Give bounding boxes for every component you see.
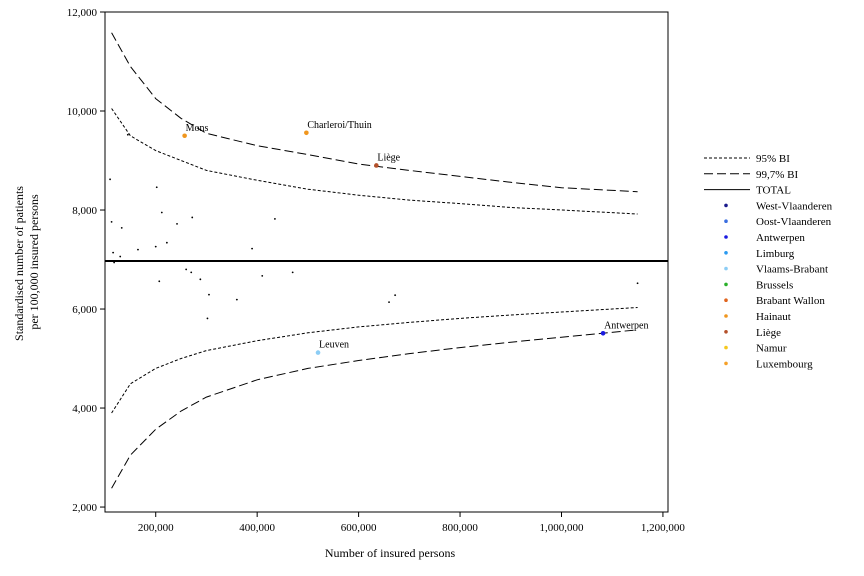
x-axis-title: Number of insured persons — [325, 546, 456, 560]
point-label: Antwerpen — [604, 320, 648, 331]
legend: 95% BI 99,7% BI TOTAL West-Vlaanderen Oost-V… — [704, 153, 833, 370]
y-axis-title: Standardised number of patients per 100,… — [12, 183, 41, 341]
legend-label: Vlaams-Brabant — [756, 264, 828, 276]
data-point — [191, 216, 194, 219]
legend-marker — [724, 282, 728, 287]
data-point — [291, 271, 294, 274]
data-point — [119, 255, 122, 258]
legend-label: Luxembourg — [756, 358, 813, 370]
limit-curve-lower — [111, 307, 638, 414]
data-point — [120, 226, 123, 229]
y-axis-title-line-1: Standardised number of patients — [12, 186, 26, 341]
x-tick-label: 1,000,000 — [539, 522, 584, 534]
data-point — [190, 271, 193, 274]
highlight-point — [182, 133, 187, 139]
legend-label: Oost-Vlaanderen — [756, 216, 832, 228]
data-point — [112, 251, 115, 254]
data-point — [137, 248, 139, 251]
x-tick-label: 600,000 — [341, 522, 377, 534]
legend-marker — [724, 266, 728, 271]
legend-marker — [724, 219, 728, 223]
point-label: Leuven — [319, 340, 349, 351]
legend-label: Hainaut — [756, 311, 791, 323]
data-point — [158, 280, 161, 283]
limit-curves — [111, 32, 638, 489]
legend-marker — [724, 251, 728, 255]
x-tick-label: 400,000 — [239, 522, 275, 534]
legend-marker — [724, 361, 728, 366]
data-point — [394, 294, 397, 297]
y-tick-label: 2,000 — [72, 502, 97, 514]
legend-label: TOTAL — [756, 185, 791, 197]
data-point — [388, 301, 390, 303]
y-tick-label: 10,000 — [67, 106, 98, 118]
data-point — [274, 218, 276, 220]
data-point — [165, 241, 168, 244]
legend-marker — [724, 314, 728, 318]
data-point — [109, 178, 111, 181]
legend-label: Brabant Wallon — [756, 295, 825, 307]
y-axis: 2,000 4,000 6,000 8,000 10,000 12,000 — [67, 7, 105, 514]
data-point — [154, 245, 157, 248]
point-label: Liège — [377, 152, 400, 163]
highlighted-points: Mons Charleroi/Thuin Liège Leuven Antwerpen — [182, 120, 649, 355]
data-point — [126, 133, 129, 136]
highlight-point — [600, 330, 606, 336]
x-tick-label: 200,000 — [138, 522, 174, 534]
data-point — [176, 222, 178, 225]
x-axis: 200,000 400,000 600,000 800,000 1,000,000 1,2… — [138, 512, 686, 534]
legend-label: Liège — [756, 327, 781, 339]
y-axis-title-line-2: per 100,000 insured persons — [27, 194, 41, 330]
legend-label: 95% BI — [756, 153, 790, 165]
y-tick-label: 12,000 — [67, 7, 98, 19]
highlight-point — [315, 350, 321, 355]
legend-marker — [724, 330, 728, 334]
data-point — [155, 186, 158, 189]
data-point — [235, 298, 238, 301]
data-point — [199, 278, 202, 281]
data-point — [185, 268, 188, 271]
limit-curve-lower — [111, 329, 638, 489]
legend-label: Antwerpen — [756, 232, 805, 244]
scatter-points — [109, 133, 639, 320]
data-point — [160, 211, 163, 214]
legend-label: Namur — [756, 343, 787, 355]
point-label: Mons — [186, 123, 209, 134]
legend-marker — [724, 203, 728, 208]
limit-curve-upper — [111, 108, 638, 215]
legend-marker — [724, 298, 728, 303]
x-tick-label: 1,200,000 — [641, 522, 686, 534]
highlight-point — [304, 130, 309, 136]
data-point — [208, 293, 210, 296]
legend-label: West-Vlaanderen — [756, 200, 833, 212]
limit-curve-upper — [111, 32, 638, 193]
data-point — [206, 317, 209, 320]
legend-marker — [724, 345, 728, 350]
legend-label: Limburg — [756, 248, 795, 260]
point-label: Charleroi/Thuin — [307, 120, 371, 131]
data-point — [261, 274, 264, 277]
y-tick-label: 8,000 — [72, 205, 97, 217]
data-point — [113, 261, 116, 264]
highlight-point — [374, 163, 379, 168]
data-point — [251, 247, 253, 250]
x-tick-label: 800,000 — [442, 522, 478, 534]
data-point — [110, 221, 113, 223]
legend-label: 99,7% BI — [756, 169, 799, 181]
y-tick-label: 4,000 — [72, 403, 97, 415]
y-tick-label: 6,000 — [72, 304, 97, 316]
data-point — [636, 282, 639, 285]
legend-label: Brussels — [756, 279, 793, 291]
legend-marker — [724, 235, 728, 239]
